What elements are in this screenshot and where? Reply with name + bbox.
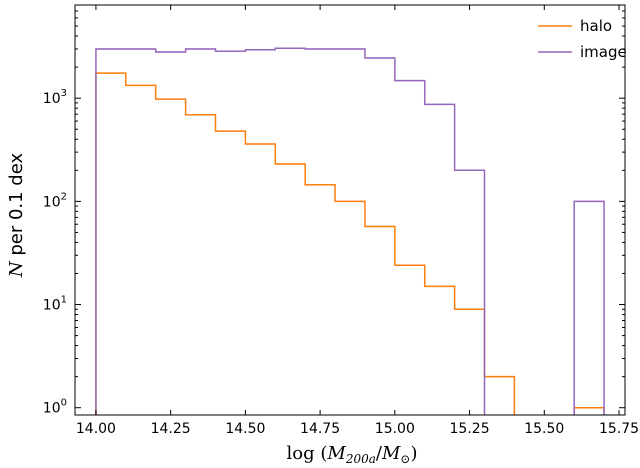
y-axis-ticks: 100 101 102 103 bbox=[43, 4, 625, 417]
series-outline-image bbox=[95, 47, 605, 415]
legend-label-halo: halo bbox=[580, 17, 612, 35]
legend: halo image bbox=[538, 17, 627, 61]
plot-marks bbox=[95, 47, 605, 415]
x-tick-label: 14.00 bbox=[76, 421, 116, 437]
series-halo bbox=[95, 72, 605, 415]
y-tick-label: 100 bbox=[43, 398, 67, 417]
x-tick-label: 14.25 bbox=[151, 421, 191, 437]
x-tick-label: 15.25 bbox=[450, 421, 490, 437]
plot-frame bbox=[74, 4, 626, 416]
x-tick-label: 15.00 bbox=[375, 421, 415, 437]
x-tick-label: 14.50 bbox=[225, 421, 265, 437]
y-axis-label: N per 0.1 dex bbox=[6, 153, 27, 279]
x-axis-label: log (M200a/M⊙) bbox=[287, 443, 418, 466]
y-tick-label: 103 bbox=[43, 88, 67, 107]
x-axis-ticks: 14.00 14.25 14.50 14.75 15.00 15.25 15.50 15.75 bbox=[76, 5, 639, 437]
x-tick-label: 14.75 bbox=[300, 421, 340, 437]
series-image bbox=[95, 47, 605, 415]
series-outline-halo bbox=[95, 72, 605, 415]
y-tick-label: 101 bbox=[43, 295, 67, 314]
legend-label-image: image bbox=[580, 43, 627, 61]
x-tick-label: 15.50 bbox=[524, 421, 564, 437]
y-tick-label: 102 bbox=[43, 191, 67, 210]
x-tick-label: 15.75 bbox=[599, 421, 639, 437]
